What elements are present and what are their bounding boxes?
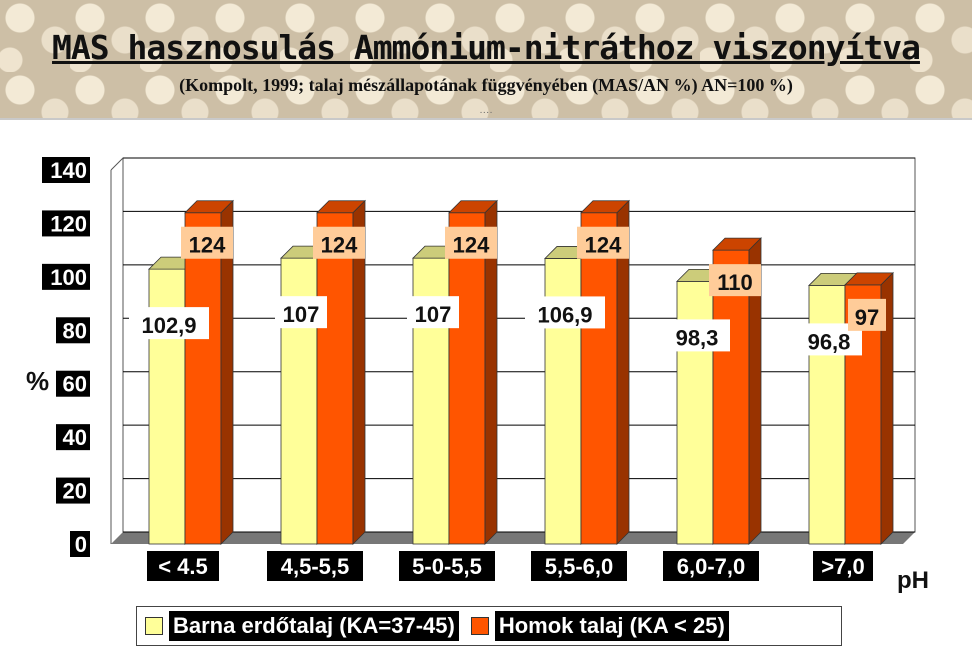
y-tick-box — [56, 317, 90, 344]
data-label-box-1 — [313, 226, 365, 259]
data-label-box-1 — [577, 226, 629, 259]
legend-label-homok: Homok talaj (KA < 25) — [494, 611, 729, 641]
legend-item-barna: Barna erdőtalaj (KA=37-45) — [145, 611, 459, 641]
y-tick-box — [42, 263, 90, 290]
chart-legend: Barna erdőtalaj (KA=37-45) Homok talaj (… — [136, 606, 842, 646]
y-tick-label: 20 — [63, 479, 87, 504]
data-label-1: 110 — [717, 270, 753, 295]
x-tick-box — [813, 551, 873, 581]
bar-side-1 — [748, 237, 762, 545]
x-tick-box — [399, 551, 495, 581]
data-label-box-1 — [445, 226, 497, 259]
x-tick-box — [147, 551, 219, 581]
data-label-0: 102,9 — [141, 313, 196, 338]
bar-side-1 — [220, 199, 234, 545]
page-title: MAS hasznosulás Ammónium-nitráthoz viszo… — [52, 28, 921, 67]
x-axis-label: pH — [897, 567, 929, 594]
bar-1 — [448, 212, 486, 545]
legend-item-homok: Homok talaj (KA < 25) — [470, 611, 729, 641]
data-label-box-0 — [525, 296, 605, 329]
legend-swatch-homok — [470, 617, 489, 635]
resize-handle[interactable]: ···· — [479, 107, 493, 118]
data-label-box-0 — [664, 319, 730, 352]
data-label-1: 124 — [453, 233, 490, 258]
header-banner — [0, 0, 972, 118]
plot-area — [122, 157, 916, 533]
x-tick-label: 4,5-5,5 — [281, 554, 350, 579]
y-tick-label: 0 — [75, 532, 87, 557]
y-tick-box — [56, 424, 90, 451]
x-tick-label: 5-0-5,5 — [412, 554, 482, 579]
page-subtitle: (Kompolt, 1999; talaj mészállapotának fü… — [179, 75, 793, 95]
data-label-box-1 — [709, 264, 761, 297]
y-tick-box — [56, 477, 90, 504]
y-tick-label: 140 — [50, 158, 87, 183]
y-tick-box — [70, 531, 90, 557]
y-tick-box — [56, 370, 90, 397]
x-tick-label: 6,0-7,0 — [677, 554, 746, 579]
data-label-0: 107 — [283, 302, 320, 327]
bar-side-1 — [616, 199, 630, 545]
bar-side-1 — [352, 199, 366, 545]
x-tick-label: 5,5-6,0 — [545, 554, 614, 579]
data-label-box-0 — [275, 296, 327, 329]
x-tick-box — [267, 551, 363, 581]
data-label-0: 96,8 — [808, 329, 851, 354]
y-tick-box — [42, 157, 90, 183]
x-tick-box — [663, 551, 759, 581]
x-tick-label: >7,0 — [821, 554, 864, 579]
legend-label-barna: Barna erdőtalaj (KA=37-45) — [169, 611, 459, 641]
bar-1 — [316, 212, 354, 545]
x-tick-label: < 4.5 — [158, 554, 208, 579]
data-label-0: 107 — [415, 302, 452, 327]
bar-1 — [184, 212, 222, 545]
bar-side-1 — [484, 199, 498, 545]
data-label-1: 97 — [855, 305, 879, 330]
data-label-box-0 — [407, 296, 459, 329]
y-tick-label: 60 — [63, 372, 87, 397]
legend-swatch-barna — [145, 617, 163, 635]
y-tick-box — [42, 210, 90, 237]
y-tick-label: 40 — [63, 425, 87, 450]
data-label-1: 124 — [321, 233, 358, 258]
data-label-1: 124 — [189, 233, 226, 258]
data-label-box-1 — [848, 298, 886, 331]
data-label-box-0 — [129, 307, 209, 340]
bar-side-1 — [880, 271, 894, 545]
data-label-box-1 — [181, 226, 233, 259]
data-label-0: 98,3 — [676, 325, 719, 350]
bar-1 — [580, 212, 618, 545]
y-axis-label: % — [26, 366, 50, 396]
y-tick-label: 120 — [50, 211, 87, 236]
x-tick-box — [531, 551, 627, 581]
data-label-1: 124 — [585, 233, 622, 258]
data-label-0: 106,9 — [537, 302, 592, 327]
y-tick-label: 100 — [50, 265, 87, 290]
y-tick-label: 80 — [63, 318, 87, 343]
plot-side-edge — [110, 157, 124, 171]
